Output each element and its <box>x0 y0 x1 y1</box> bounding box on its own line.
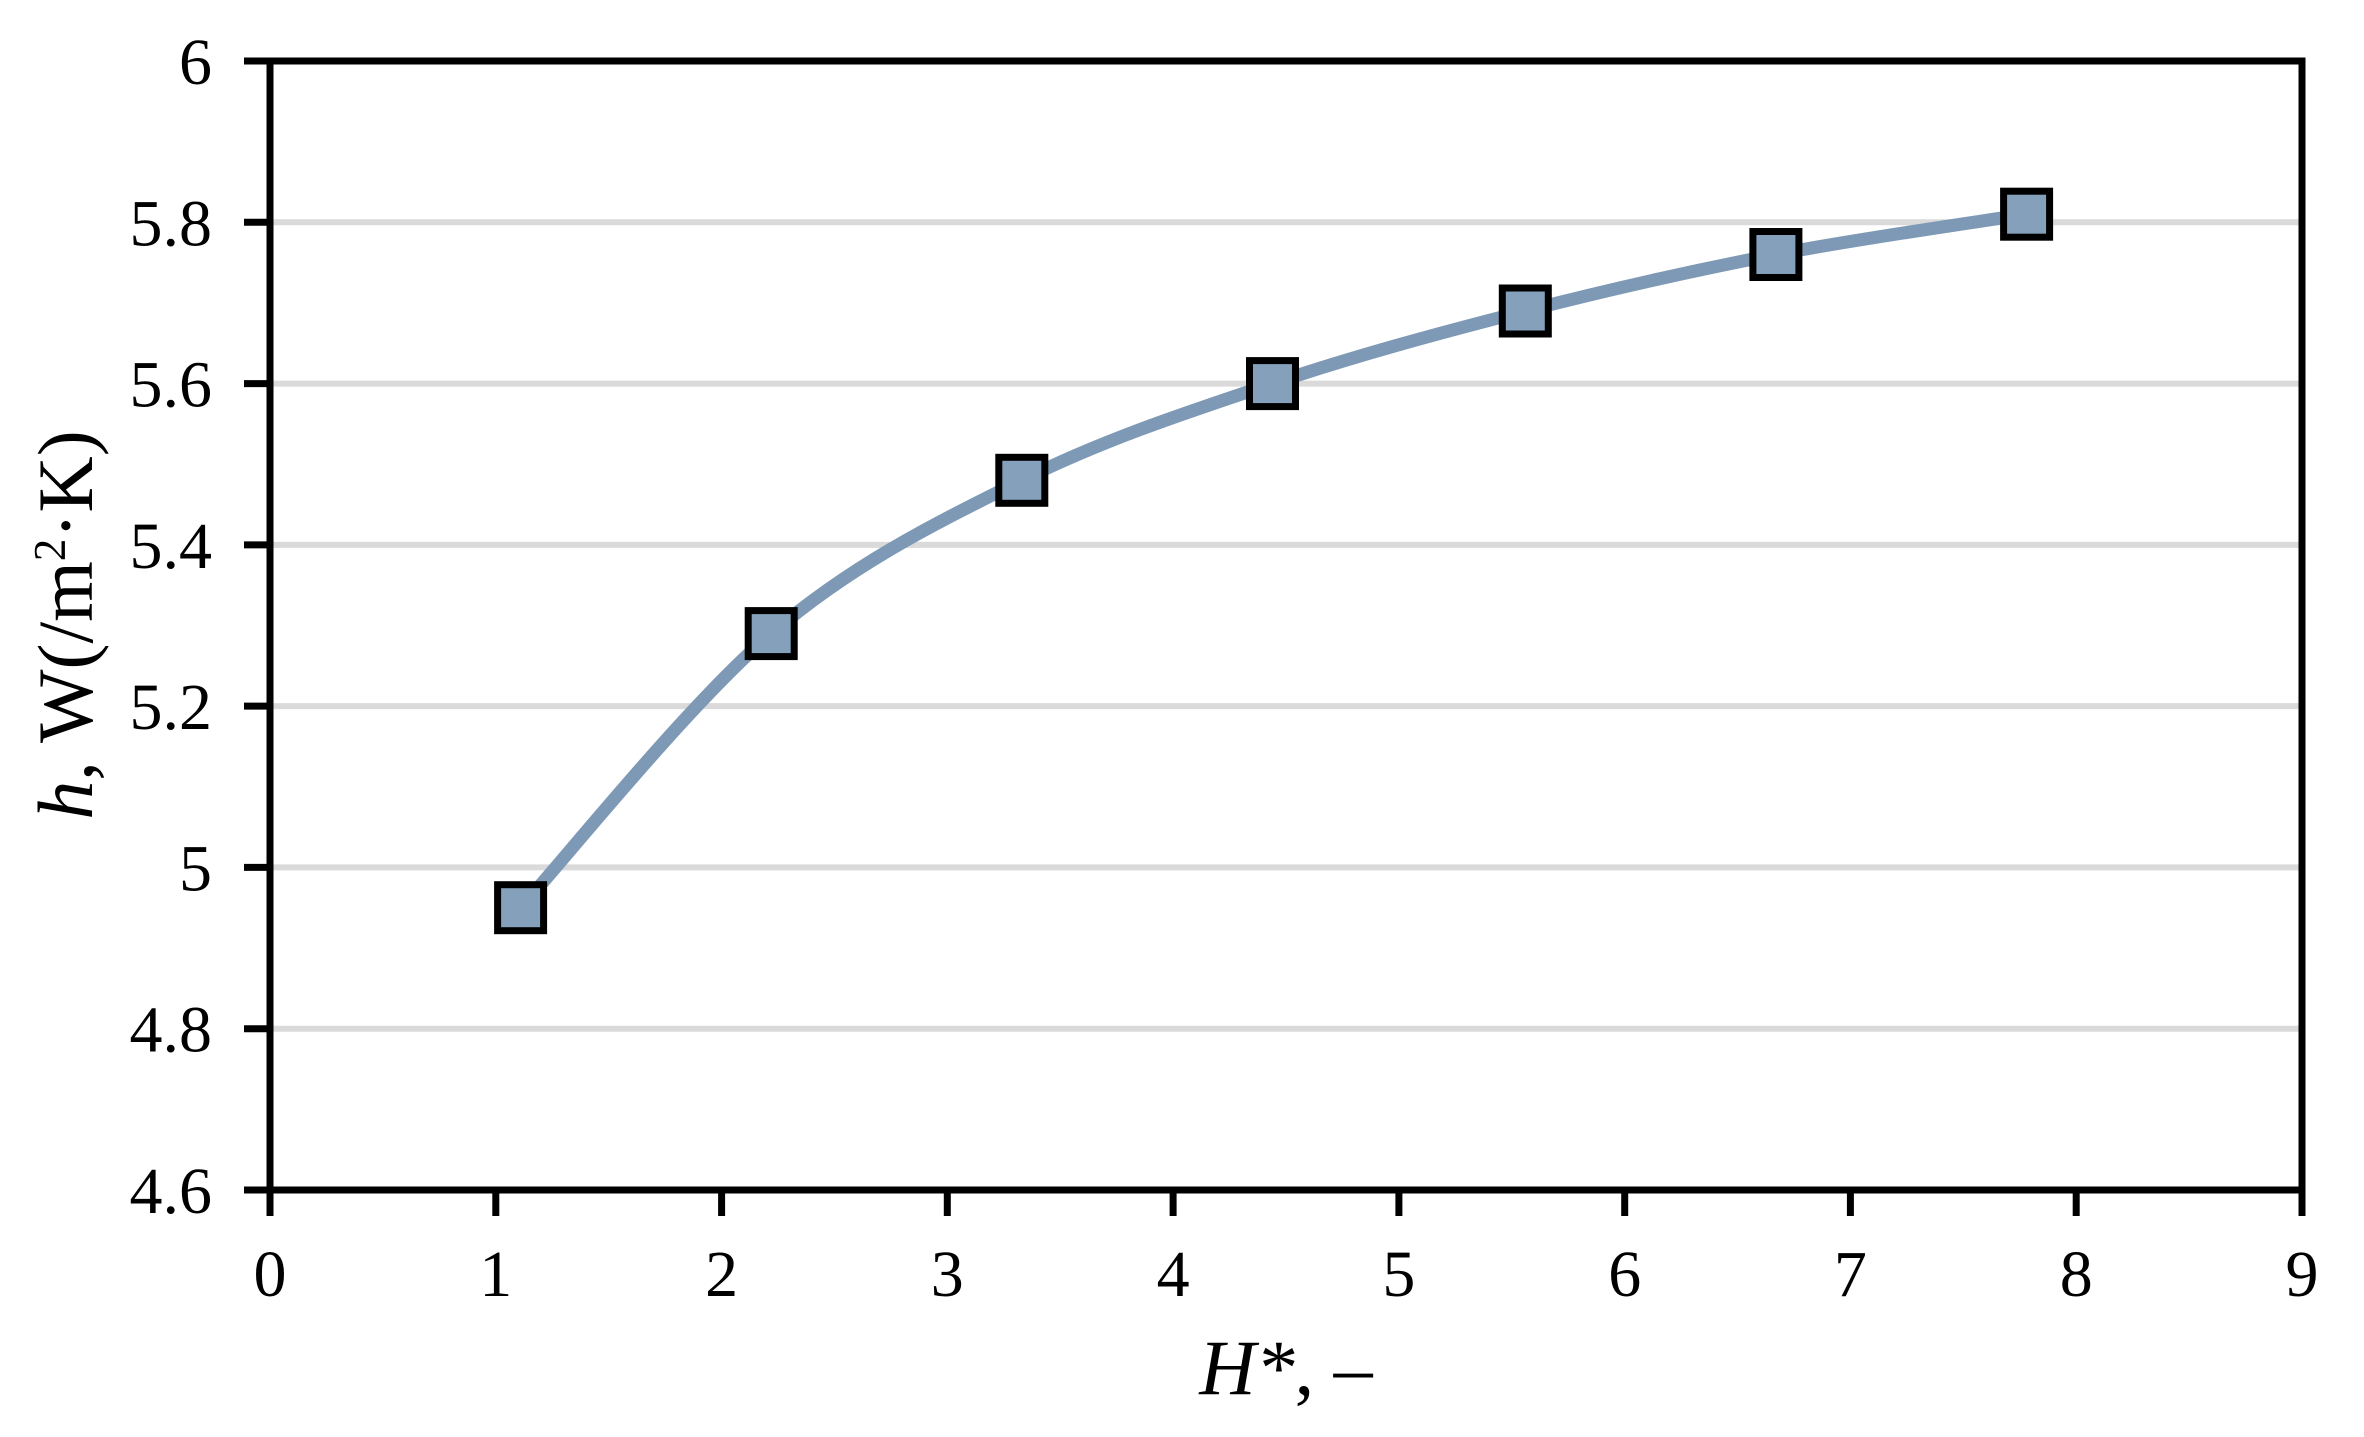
y-tick-label: 5.6 <box>130 349 213 422</box>
data-point-marker <box>995 453 1049 507</box>
y-tick-label: 5 <box>179 832 212 905</box>
data-point-marker <box>744 607 798 661</box>
y-tick-label: 5.2 <box>130 671 213 744</box>
data-point-marker <box>1749 228 1803 281</box>
x-tick-label: 2 <box>705 1238 738 1311</box>
x-tick-label: 4 <box>1157 1238 1190 1311</box>
x-title-symbol: H* <box>1199 1324 1295 1411</box>
y-tick-label: 4.6 <box>130 1155 213 1228</box>
x-tick-label: 3 <box>931 1238 964 1311</box>
y-tick-label: 6 <box>179 26 212 99</box>
y-tick-label: 4.8 <box>130 994 213 1067</box>
x-axis-title: H*, – <box>1199 1329 1372 1407</box>
data-point-marker <box>2000 187 2054 241</box>
plot-border <box>266 57 2306 1194</box>
data-point-marker <box>1246 357 1299 411</box>
x-tick-label: 0 <box>254 1238 287 1311</box>
x-tick-label: 7 <box>1834 1238 1867 1311</box>
x-title-units: , – <box>1294 1324 1373 1411</box>
y-tick-label: 5.4 <box>130 510 213 583</box>
x-tick-label: 1 <box>479 1238 512 1311</box>
y-title-superscript: 2 <box>25 538 75 562</box>
y-tick-label: 5.8 <box>130 187 213 260</box>
x-tick-label: 5 <box>1382 1238 1415 1311</box>
data-point-marker <box>494 881 548 935</box>
x-tick-label: 6 <box>1608 1238 1641 1311</box>
y-axis-title: h, W(/m2·K) <box>22 430 109 819</box>
y-title-symbol: h <box>22 780 109 820</box>
y-title-units-2: ·K) <box>22 430 109 539</box>
x-tick-label: 9 <box>2286 1238 2319 1311</box>
x-tick-label: 8 <box>2060 1238 2093 1311</box>
data-point-marker <box>1498 284 1552 338</box>
y-title-units-1: , W(/m <box>22 561 109 781</box>
